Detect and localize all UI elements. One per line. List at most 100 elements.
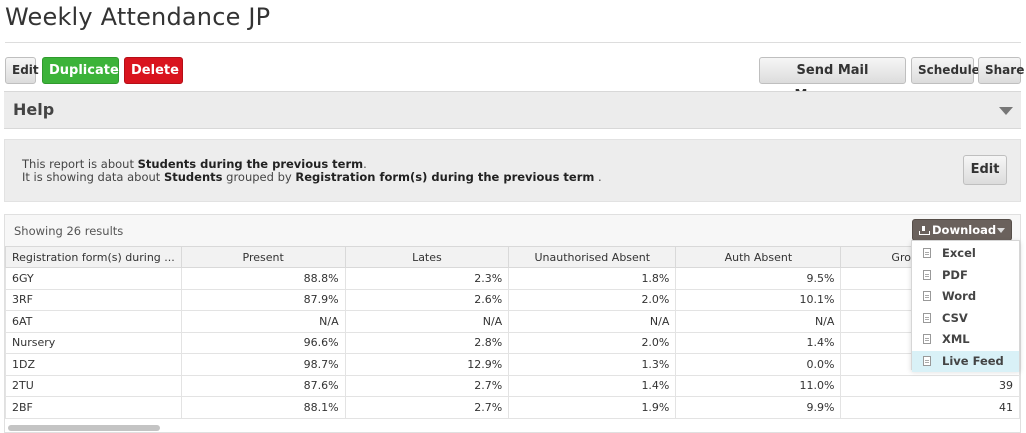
report-description: This report is about Students during the… <box>4 139 1021 202</box>
description-grouping: Registration form(s) during the previous… <box>295 170 595 184</box>
chevron-down-icon <box>997 228 1005 233</box>
table-row: 2BF 88.1% 2.7% 1.9% 9.9% 41 <box>5 396 1020 419</box>
table-cell: 87.9% <box>180 288 346 311</box>
table-cell: 88.1% <box>180 396 346 419</box>
table-row: 3RF 87.9% 2.6% 2.0% 10.1% <box>5 288 1020 311</box>
table-cell: 12.9% <box>344 353 510 376</box>
table-cell: 6GY <box>5 267 182 290</box>
table-cell: 0.0% <box>675 353 842 376</box>
description-line-1: This report is about Students during the… <box>22 157 367 171</box>
table-cell: 96.6% <box>180 331 346 354</box>
delete-button[interactable]: Delete <box>124 57 183 84</box>
download-label: Download <box>932 223 997 237</box>
help-title: Help <box>13 100 55 119</box>
table-cell: 2.8% <box>344 331 510 354</box>
pdf-file-icon <box>923 269 931 280</box>
table-cell: 1.8% <box>508 267 677 290</box>
table-cell: 2.6% <box>344 288 510 311</box>
table-cell: 98.7% <box>180 353 346 376</box>
description-text: grouped by <box>222 170 296 184</box>
table-cell: 2.0% <box>508 331 677 354</box>
table-cell: N/A <box>344 310 510 333</box>
help-section-header[interactable]: Help <box>4 91 1021 129</box>
menu-item-label: XML <box>942 332 970 346</box>
table-cell: 2.7% <box>344 374 510 397</box>
table-cell: 2BF <box>5 396 182 419</box>
table-cell: N/A <box>180 310 346 333</box>
send-mail-merge-button[interactable]: Send Mail Merge... <box>759 57 906 103</box>
results-table: Registration form(s) during ... Present … <box>5 246 1020 419</box>
table-row: 6AT N/A N/A N/A N/A <box>5 310 1020 333</box>
description-text: It is showing data about <box>22 170 164 184</box>
excel-file-icon <box>923 248 931 258</box>
table-cell: 1DZ <box>5 353 182 376</box>
word-file-icon <box>923 291 931 301</box>
csv-file-icon <box>923 312 931 323</box>
edit-description-button[interactable]: Edit <box>963 155 1007 185</box>
results-panel: Showing 26 results Download Registration… <box>4 214 1021 433</box>
column-header[interactable]: Present <box>180 246 346 268</box>
column-header[interactable]: Lates <box>344 246 510 268</box>
download-button[interactable]: Download <box>912 219 1012 241</box>
table-row: 2TU 87.6% 2.7% 1.4% 11.0% 39 <box>5 374 1020 397</box>
table-cell: N/A <box>675 310 842 333</box>
share-button[interactable]: Share <box>978 57 1024 84</box>
table-cell: 6AT <box>5 310 182 333</box>
menu-item-xml[interactable]: XML <box>912 329 1019 351</box>
menu-item-pdf[interactable]: PDF <box>912 265 1019 287</box>
xml-file-icon <box>923 334 931 344</box>
menu-item-label: Excel <box>942 246 976 260</box>
table-header-row: Registration form(s) during ... Present … <box>5 246 1020 268</box>
table-cell: 11.0% <box>675 374 842 397</box>
table-cell: 2.0% <box>508 288 677 311</box>
table-cell: 1.4% <box>675 331 842 354</box>
table-cell: 2TU <box>5 374 182 397</box>
table-cell: 87.6% <box>180 374 346 397</box>
table-cell: Nursery <box>5 331 182 354</box>
chevron-down-icon[interactable] <box>999 107 1013 115</box>
table-cell: 2.7% <box>344 396 510 419</box>
description-subject: Students during the previous term <box>137 157 364 171</box>
edit-button[interactable]: Edit <box>5 57 39 84</box>
menu-item-word[interactable]: Word <box>912 286 1019 308</box>
results-header: Showing 26 results Download <box>5 215 1020 246</box>
table-cell: 10.1% <box>675 288 842 311</box>
menu-item-label: CSV <box>942 310 968 325</box>
table-cell: 88.8% <box>180 267 346 290</box>
description-text: . <box>363 157 367 171</box>
table-cell: 41 <box>840 396 1020 419</box>
horizontal-scrollbar[interactable] <box>8 425 160 431</box>
menu-item-label: PDF <box>942 267 968 282</box>
table-cell: 39 <box>840 374 1020 397</box>
table-row: 6GY 88.8% 2.3% 1.8% 9.5% <box>5 267 1020 290</box>
menu-item-excel[interactable]: Excel <box>912 243 1019 265</box>
table-cell: 9.5% <box>675 267 842 290</box>
description-line-2: It is showing data about Students groupe… <box>22 170 602 184</box>
table-cell: 1.4% <box>508 374 677 397</box>
menu-item-csv[interactable]: CSV <box>912 308 1019 330</box>
description-entity: Students <box>163 170 223 184</box>
description-text: This report is about <box>22 157 138 171</box>
table-cell: 3RF <box>5 288 182 311</box>
menu-item-live-feed[interactable]: Live Feed <box>912 350 1019 372</box>
table-cell: 2.3% <box>344 267 510 290</box>
menu-item-label: Word <box>942 289 977 303</box>
live-feed-file-icon <box>923 355 931 366</box>
page-title: Weekly Attendance JP <box>5 3 271 31</box>
table-row: Nursery 96.6% 2.8% 2.0% 1.4% <box>5 331 1020 354</box>
title-divider <box>5 42 1021 43</box>
duplicate-button[interactable]: Duplicate <box>42 57 119 84</box>
column-header[interactable]: Registration form(s) during ... <box>5 246 182 268</box>
download-menu: Excel PDF Word CSV XML Live Feed <box>911 240 1020 372</box>
table-cell: 1.9% <box>508 396 677 419</box>
column-header[interactable]: Auth Absent <box>675 246 842 268</box>
table-cell: N/A <box>508 310 677 333</box>
table-cell: 9.9% <box>675 396 842 419</box>
table-row: 1DZ 98.7% 12.9% 1.3% 0.0% <box>5 353 1020 376</box>
download-icon <box>919 226 930 235</box>
description-text: . <box>594 170 602 184</box>
menu-item-label: Live Feed <box>942 353 1004 368</box>
column-header[interactable]: Unauthorised Absent <box>508 246 677 268</box>
results-count: Showing 26 results <box>14 224 124 238</box>
schedule-button[interactable]: Schedule <box>911 57 980 84</box>
